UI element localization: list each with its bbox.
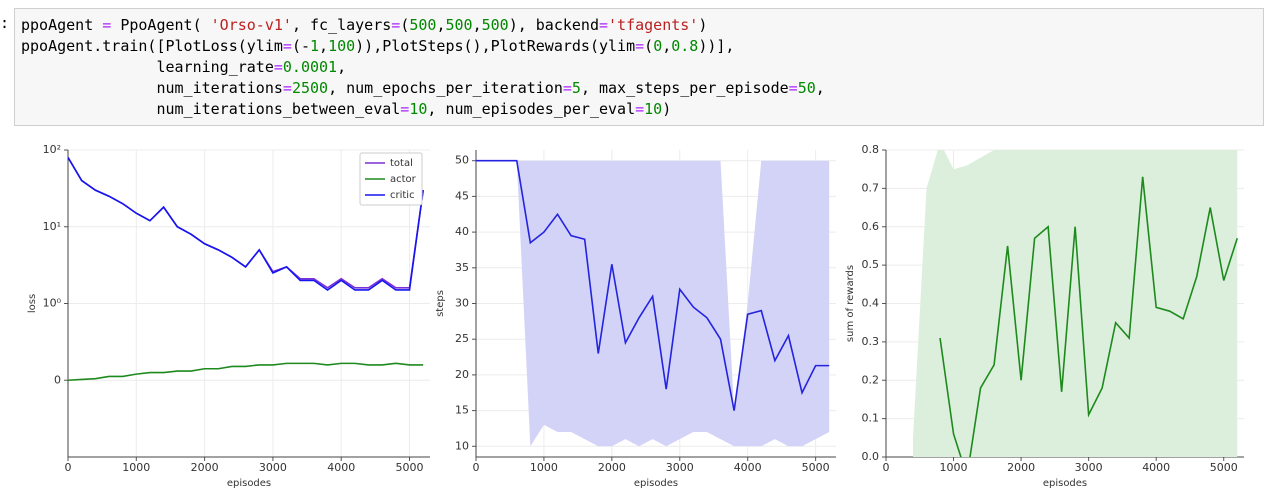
y-tick-label: 0 — [54, 373, 61, 386]
x-tick-label: 5000 — [396, 461, 424, 474]
x-tick-label: 0 — [473, 461, 480, 474]
charts: 0 1000 2000 3000 4000 5000010⁰10¹10²episodesl… — [27, 143, 1244, 489]
series-line — [68, 157, 424, 291]
y-tick-label: 35 — [455, 261, 469, 274]
y-tick-label: 40 — [455, 225, 469, 238]
x-tick-label: 0 — [65, 461, 72, 474]
x-axis-label: episodes — [634, 478, 678, 489]
y-tick-label: 0.6 — [862, 220, 880, 233]
band — [476, 160, 830, 447]
y-tick-label: 30 — [455, 297, 469, 310]
x-axis-label: episodes — [227, 478, 271, 489]
y-tick-label: 0.0 — [862, 450, 880, 463]
y-tick-label: 10 — [455, 439, 469, 452]
x-tick-label: 2000 — [191, 461, 219, 474]
x-tick-label: 5000 — [1210, 461, 1238, 474]
x-tick-label: 3000 — [259, 461, 287, 474]
x-tick-label: 3000 — [1075, 461, 1103, 474]
legend-label: critic — [390, 190, 415, 201]
x-tick-label: 2000 — [1007, 461, 1035, 474]
x-tick-label: 3000 — [666, 461, 694, 474]
legend-box — [359, 152, 423, 206]
x-tick-label: 4000 — [734, 461, 762, 474]
x-tick-label: 0 — [883, 461, 890, 474]
y-tick-label: 15 — [455, 404, 469, 417]
y-tick-label: 50 — [455, 154, 469, 167]
y-tick-label: 0.3 — [862, 335, 880, 348]
x-tick-label: 4000 — [1142, 461, 1170, 474]
y-axis-label: steps — [435, 290, 446, 317]
y-tick-label: 10² — [43, 143, 61, 156]
y-tick-label: 10¹ — [43, 220, 61, 233]
y-tick-label: 0.8 — [862, 143, 880, 156]
band — [913, 150, 1238, 457]
y-tick-label: 0.1 — [862, 412, 880, 425]
y-axis-label: sum of rewards — [845, 265, 856, 342]
y-tick-label: 0.7 — [862, 181, 880, 194]
code-line: num_iterations_between_eval=10, num_epis… — [21, 100, 672, 118]
code-line: num_iterations=2500, num_epochs_per_iter… — [21, 79, 825, 97]
x-tick-label: 1000 — [122, 461, 150, 474]
code-cell[interactable]: ppoAgent = PpoAgent( 'Orso-v1', fc_layer… — [14, 8, 1264, 126]
y-tick-label: 10⁰ — [43, 297, 62, 310]
y-tick-label: 45 — [455, 189, 469, 202]
cell-prompt: : — [0, 14, 10, 32]
x-tick-label: 4000 — [327, 461, 355, 474]
y-tick-label: 20 — [455, 368, 469, 381]
code-line: ppoAgent = PpoAgent( 'Orso-v1', fc_layer… — [21, 16, 708, 34]
legend-label: actor — [390, 174, 417, 185]
y-tick-label: 25 — [455, 332, 469, 345]
series-line — [476, 159, 830, 411]
series-line — [939, 176, 1239, 457]
series-line — [68, 362, 424, 382]
x-axis-label: episodes — [1043, 478, 1087, 489]
code-line: learning_rate=0.0001, — [21, 58, 347, 76]
x-tick-label: 1000 — [530, 461, 558, 474]
y-tick-label: 0.5 — [862, 258, 880, 271]
y-axis-label: loss — [27, 294, 38, 313]
x-tick-label: 5000 — [802, 461, 830, 474]
y-tick-label: 0.4 — [862, 297, 880, 310]
x-tick-label: 2000 — [598, 461, 626, 474]
code-line: ppoAgent.train([PlotLoss(ylim=(-1,100)),… — [21, 37, 735, 55]
y-tick-label: 0.2 — [862, 373, 880, 386]
x-tick-label: 1000 — [940, 461, 968, 474]
legend-label: total — [390, 158, 413, 169]
